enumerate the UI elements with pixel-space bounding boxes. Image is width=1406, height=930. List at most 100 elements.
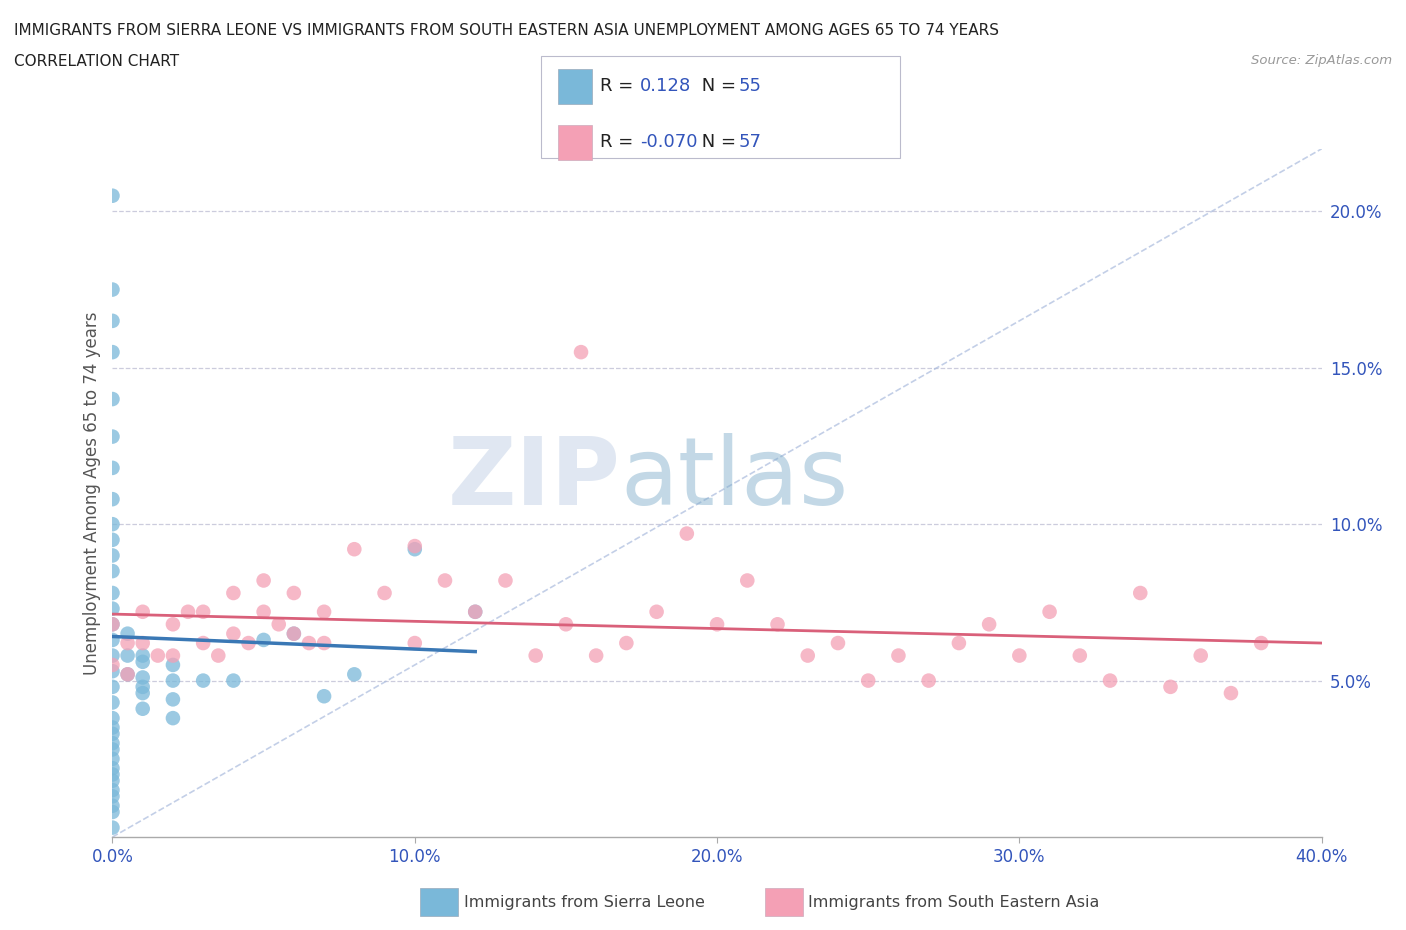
Point: [162, 617, 184, 631]
Point: [101, 617, 124, 631]
Point: [101, 720, 124, 735]
Point: [101, 761, 124, 776]
Point: [222, 673, 245, 688]
Point: [404, 635, 426, 650]
Text: N =: N =: [696, 133, 742, 152]
Point: [101, 429, 124, 444]
Point: [101, 392, 124, 406]
Point: [569, 345, 592, 360]
Point: [101, 664, 124, 679]
Point: [101, 564, 124, 578]
Point: [132, 604, 155, 619]
Point: [132, 648, 155, 663]
Point: [101, 313, 124, 328]
Text: CORRELATION CHART: CORRELATION CHART: [14, 54, 179, 69]
Point: [283, 626, 305, 641]
Point: [464, 604, 486, 619]
Point: [146, 648, 169, 663]
Point: [706, 617, 728, 631]
Point: [191, 635, 214, 650]
Point: [283, 586, 305, 601]
Point: [207, 648, 229, 663]
Point: [404, 538, 426, 553]
Point: [645, 604, 668, 619]
Point: [101, 711, 124, 725]
Point: [616, 635, 638, 650]
Point: [101, 632, 124, 647]
Point: [117, 667, 139, 682]
Text: 57: 57: [738, 133, 761, 152]
Point: [162, 673, 184, 688]
Text: ZIP: ZIP: [447, 433, 620, 525]
Point: [314, 689, 336, 704]
Point: [101, 460, 124, 475]
Point: [887, 648, 910, 663]
Point: [101, 658, 124, 672]
Point: [117, 626, 139, 641]
Point: [1008, 648, 1031, 663]
Point: [101, 695, 124, 710]
Point: [796, 648, 818, 663]
Point: [977, 617, 1000, 631]
Point: [162, 711, 184, 725]
Text: N =: N =: [696, 77, 742, 96]
Point: [343, 542, 366, 557]
Point: [222, 586, 245, 601]
Point: [675, 526, 697, 541]
Point: [101, 798, 124, 813]
Text: Immigrants from South Eastern Asia: Immigrants from South Eastern Asia: [808, 895, 1099, 910]
Point: [283, 626, 305, 641]
Point: [495, 573, 517, 588]
Text: Immigrants from Sierra Leone: Immigrants from Sierra Leone: [464, 895, 704, 910]
Point: [101, 586, 124, 601]
Point: [253, 573, 276, 588]
Y-axis label: Unemployment Among Ages 65 to 74 years: Unemployment Among Ages 65 to 74 years: [83, 312, 101, 674]
Point: [1159, 680, 1181, 695]
Point: [101, 820, 124, 835]
Point: [1250, 635, 1272, 650]
Point: [101, 282, 124, 297]
Point: [238, 635, 260, 650]
Point: [464, 604, 486, 619]
Point: [191, 673, 214, 688]
Point: [524, 648, 547, 663]
Point: [101, 742, 124, 757]
Point: [132, 635, 155, 650]
Point: [1129, 586, 1152, 601]
Point: [191, 604, 214, 619]
Point: [101, 492, 124, 507]
Text: 55: 55: [738, 77, 761, 96]
Point: [101, 804, 124, 819]
Point: [101, 680, 124, 695]
Point: [101, 726, 124, 741]
Point: [374, 586, 396, 601]
Point: [1069, 648, 1091, 663]
Point: [1220, 685, 1243, 700]
Point: [766, 617, 789, 631]
Text: atlas: atlas: [620, 433, 849, 525]
Point: [267, 617, 290, 631]
Text: IMMIGRANTS FROM SIERRA LEONE VS IMMIGRANTS FROM SOUTH EASTERN ASIA UNEMPLOYMENT : IMMIGRANTS FROM SIERRA LEONE VS IMMIGRAN…: [14, 23, 1000, 38]
Point: [1098, 673, 1121, 688]
Point: [433, 573, 456, 588]
Point: [101, 548, 124, 563]
Point: [253, 632, 276, 647]
Point: [162, 648, 184, 663]
Point: [117, 635, 139, 650]
Point: [117, 648, 139, 663]
Point: [101, 736, 124, 751]
Point: [343, 667, 366, 682]
Point: [554, 617, 576, 631]
Point: [253, 604, 276, 619]
Point: [1189, 648, 1212, 663]
Text: -0.070: -0.070: [640, 133, 697, 152]
Text: R =: R =: [600, 133, 640, 152]
Point: [827, 635, 849, 650]
Point: [737, 573, 759, 588]
Point: [298, 635, 321, 650]
Point: [132, 680, 155, 695]
Point: [918, 673, 941, 688]
Point: [101, 345, 124, 360]
Point: [222, 626, 245, 641]
Point: [101, 789, 124, 804]
